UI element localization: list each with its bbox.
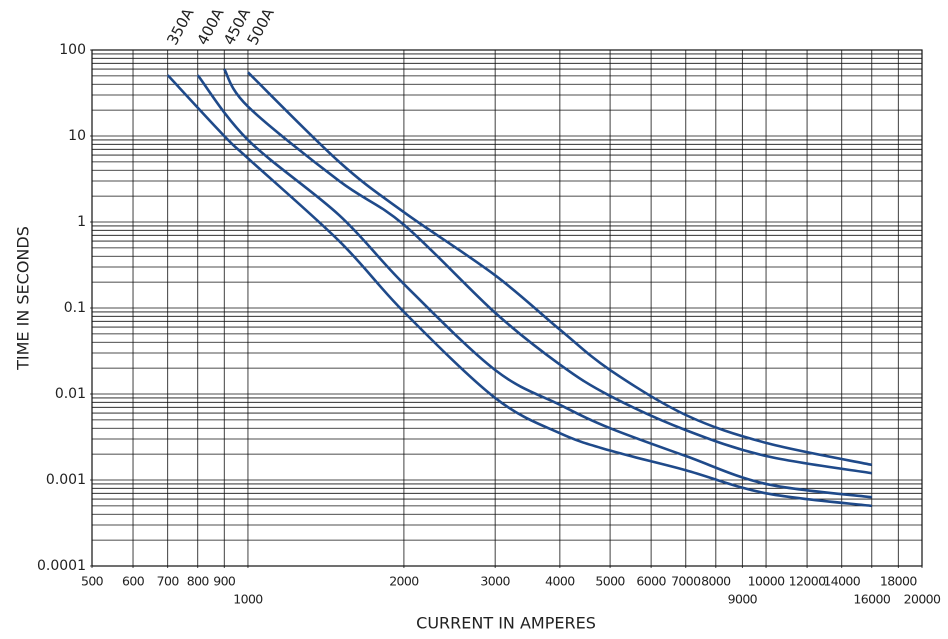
x-tick-label: 2000	[389, 574, 419, 589]
x-tick-label: 6000	[636, 574, 666, 589]
curve	[196, 74, 872, 499]
y-tick-label: 0.001	[46, 472, 86, 488]
x-tick-label: 20000	[904, 592, 941, 607]
x-tick-label: 5000	[595, 574, 625, 589]
y-tick-label: 0.0001	[37, 558, 86, 574]
y-tick-label: 100	[59, 42, 86, 58]
x-tick-label: 700	[157, 574, 180, 589]
curve-label: 350A	[163, 5, 197, 48]
curve	[223, 68, 873, 475]
curve	[247, 71, 873, 467]
x-tick-label: 8000	[701, 574, 731, 589]
x-tick-label: 18000	[880, 574, 917, 589]
x-tick-label: 9000	[728, 592, 758, 607]
x-tick-label: 4000	[545, 574, 575, 589]
x-tick-label: 3000	[480, 574, 510, 589]
x-tick-label: 1000	[233, 592, 263, 607]
x-tick-label: 10000	[748, 574, 785, 589]
x-tick-label: 7000	[671, 574, 701, 589]
y-tick-label: 0.01	[55, 386, 86, 402]
x-tick-label: 600	[122, 574, 145, 589]
x-tick-label: 800	[187, 574, 210, 589]
x-axis-title: CURRENT IN AMPERES	[416, 614, 596, 633]
y-axis-title: TIME IN SECONDS	[14, 226, 33, 371]
x-tick-label: 900	[213, 574, 236, 589]
x-tick-label: 500	[81, 574, 104, 589]
plot-frame	[91, 49, 923, 567]
y-tick-label: 0.1	[64, 300, 86, 316]
x-tick-label: 16000	[853, 592, 890, 607]
y-tick-label: 10	[68, 128, 86, 144]
x-tick-label: 14000	[823, 574, 860, 589]
x-tick-label: 12000	[789, 574, 826, 589]
y-tick-label: 1	[77, 214, 86, 230]
curve	[166, 74, 872, 508]
